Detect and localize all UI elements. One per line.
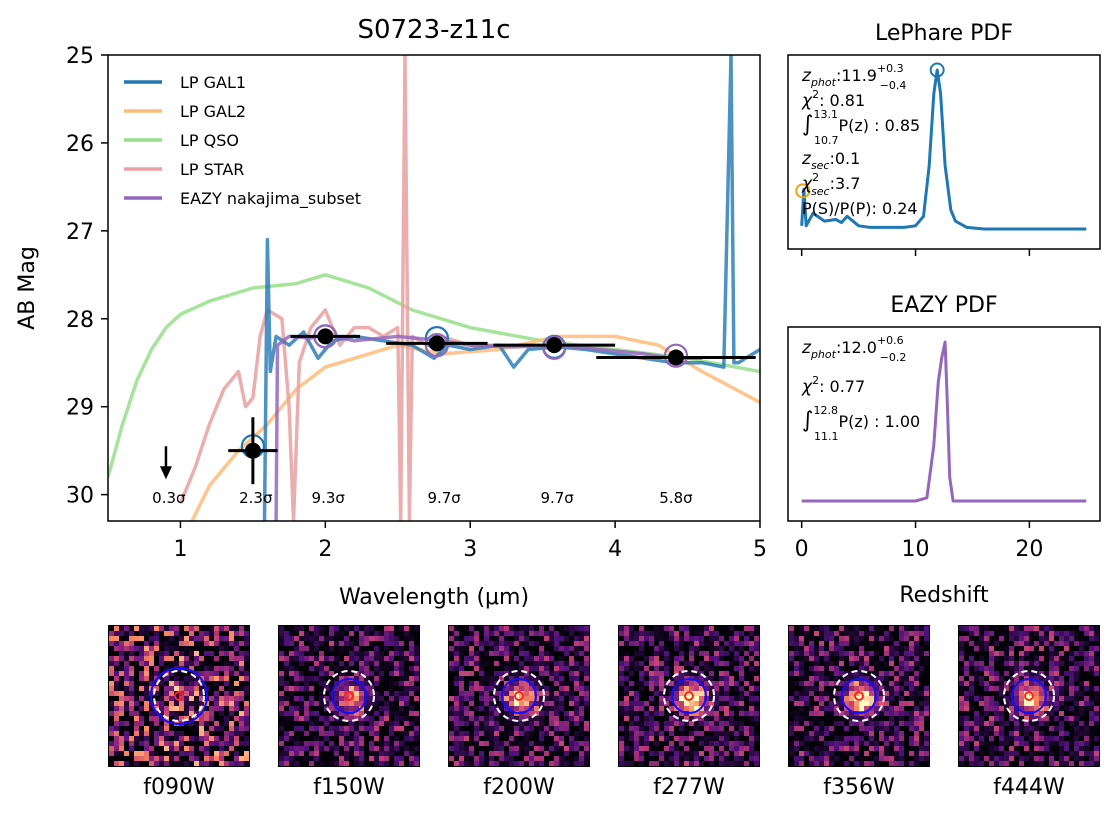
sed-axes-frame — [107, 54, 761, 522]
cutout-image — [959, 626, 1100, 767]
aperture-white-dashed — [323, 670, 375, 722]
x-tick-label: 2 — [318, 537, 332, 562]
centroid-marker — [174, 691, 184, 701]
y-tick-label: 26 — [66, 132, 94, 157]
legend-entry: LP GAL2 — [180, 102, 246, 121]
sed-title: S0723-z11c — [357, 15, 510, 45]
aperture-white-dashed — [153, 670, 205, 722]
snr-label: 9.7σ — [427, 489, 461, 507]
y-tick-label: 25 — [66, 44, 94, 69]
sed-plot-area — [108, 55, 760, 521]
eazy-x-tick-label: 20 — [1015, 537, 1043, 562]
cutout-f444w — [958, 625, 1100, 767]
cutout-image — [279, 626, 420, 767]
photometry-point — [667, 349, 684, 366]
photometry-point — [546, 337, 563, 354]
cutout-f150w — [278, 625, 420, 767]
cutout-f277w — [618, 625, 760, 767]
eazy-annotation: zphot:12.0+0.6 −0.2 — [801, 334, 906, 364]
lephare-annotation: ∫13.1 10.7P(z) : 0.85 — [802, 108, 920, 147]
legend-entry: EAZY nakajima_subset — [180, 189, 361, 209]
cutout-label: f150W — [313, 775, 385, 800]
sed-series-line — [262, 55, 760, 521]
aperture-blue — [331, 678, 367, 714]
cutout-f090w — [108, 625, 250, 767]
photometry-point — [244, 442, 261, 459]
lephare-marker — [795, 183, 811, 199]
y-tick-label: 28 — [66, 308, 94, 333]
upper-limit-arrow-head — [159, 466, 172, 480]
cutout-label: f356W — [823, 775, 895, 800]
legend-entry: LP STAR — [180, 160, 244, 179]
aperture-white-dashed — [493, 670, 545, 722]
aperture-white-dashed — [1003, 670, 1055, 722]
model-point-marker — [542, 335, 567, 360]
lephare-annotation: zsec:0.1 — [801, 149, 860, 172]
eazy-frame — [787, 326, 1101, 522]
snr-label: 2.3σ — [239, 489, 273, 507]
lephare-annotation: χ2 sec:3.7 — [801, 171, 860, 198]
lephare-frame — [787, 54, 1101, 250]
legend-entry: LP QSO — [180, 131, 239, 150]
aperture-blue — [501, 678, 537, 714]
x-tick-label: 1 — [173, 537, 187, 562]
legend-entry: LP GAL1 — [180, 73, 246, 92]
snr-label: 0.3σ — [152, 489, 186, 507]
lephare-annotation: χ2: 0.81 — [801, 88, 865, 111]
centroid-marker — [684, 691, 694, 701]
snr-label: 9.3σ — [312, 489, 346, 507]
y-axis-label: AB Mag — [15, 246, 40, 330]
cutout-label: f277W — [653, 775, 725, 800]
x-tick-label: 4 — [608, 537, 622, 562]
cutout-image — [789, 626, 930, 767]
eazy-annotation: ∫12.8 11.1P(z) : 1.00 — [802, 404, 920, 443]
x-tick-label: 5 — [753, 537, 767, 562]
cutout-f200w — [448, 625, 590, 767]
cutout-label: f090W — [143, 775, 215, 800]
lephare-annotation: zphot:11.9+0.3 −0.4 — [801, 62, 906, 92]
x-axis-label: Wavelength (μm) — [339, 585, 529, 610]
centroid-marker — [1024, 691, 1034, 701]
photometry-point — [317, 328, 334, 345]
aperture-white-dashed — [663, 670, 715, 722]
snr-label: 9.7σ — [540, 489, 574, 507]
centroid-marker — [344, 691, 354, 701]
aperture-blue — [671, 678, 707, 714]
model-point-marker — [663, 343, 689, 368]
cutout-f356w — [788, 625, 930, 767]
centroid-marker — [854, 691, 864, 701]
x-tick-label: 3 — [463, 537, 477, 562]
lephare-curve — [800, 68, 1087, 231]
sed-series-line — [108, 273, 760, 478]
legend: LP GAL1 LP GAL2 LP QSO LP STAR EAZY nakajima… — [124, 73, 361, 209]
y-tick-label: 30 — [66, 484, 94, 509]
snr-label: 5.8σ — [659, 489, 693, 507]
lephare-annotation: P(S)/P(P): 0.24 — [802, 199, 918, 218]
sed-series-line — [178, 55, 500, 521]
photometry-point — [428, 335, 445, 352]
eazy-curve — [801, 340, 1087, 503]
eazy-annotation: χ2: 0.77 — [801, 374, 865, 397]
eazy-x-axis-label: Redshift — [899, 583, 989, 608]
centroid-marker — [514, 691, 524, 701]
y-tick-label: 29 — [66, 396, 94, 421]
cutout-label: f444W — [993, 775, 1065, 800]
cutout-image — [619, 626, 760, 767]
y-tick-label: 27 — [66, 220, 94, 245]
eazy-x-tick-label: 0 — [795, 537, 809, 562]
cutout-image — [109, 626, 250, 767]
eazy-x-tick-label: 10 — [902, 537, 930, 562]
cutout-label: f200W — [483, 775, 555, 800]
cutout-image — [449, 626, 590, 767]
model-point-marker — [424, 333, 449, 358]
aperture-blue — [150, 667, 208, 725]
eazy-title: EAZY PDF — [890, 293, 997, 318]
aperture-blue — [1011, 678, 1047, 714]
aperture-blue — [841, 678, 877, 714]
figure: S0723-z11c 0.3σ 2.3σ 9.3σ 9.7σ 9.7σ 5.8σ 1 2 3 4 5 2… — [15, 15, 1101, 610]
lephare-marker — [929, 62, 945, 78]
aperture-white-dashed — [833, 670, 885, 722]
lephare-title: LePhare PDF — [875, 21, 1013, 46]
